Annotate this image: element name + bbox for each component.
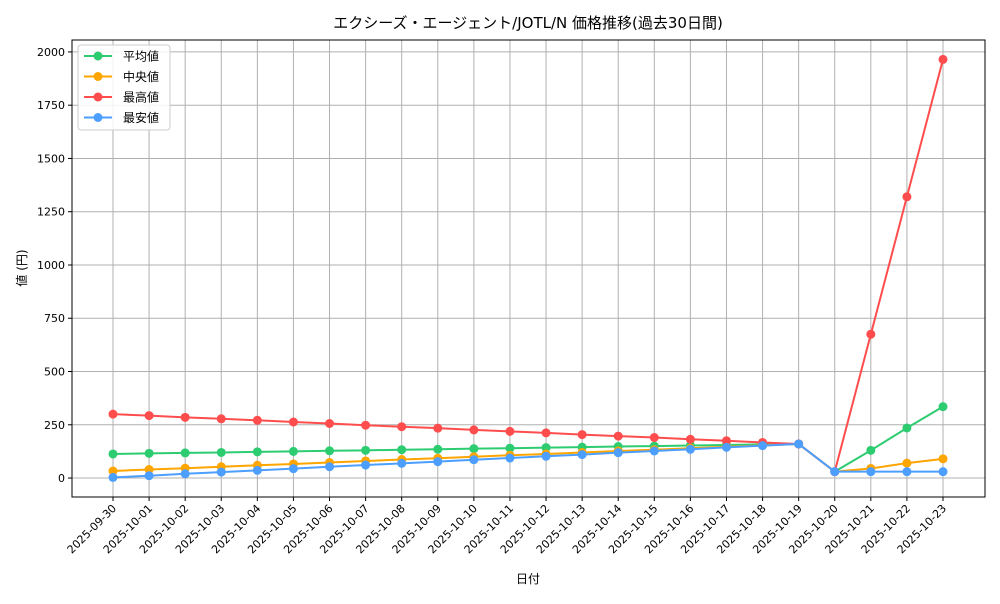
y-tick-label: 1500 xyxy=(37,152,65,165)
series-line xyxy=(112,442,943,479)
data-point xyxy=(361,445,371,455)
data-point xyxy=(180,469,190,479)
data-point xyxy=(613,448,623,458)
x-axis-label: 日付 xyxy=(516,572,540,586)
plot-frame xyxy=(71,39,986,498)
legend-box xyxy=(77,44,171,131)
data-point xyxy=(397,458,407,468)
data-point xyxy=(325,418,335,428)
y-axis-label: 値 (円) xyxy=(14,249,29,286)
data-point xyxy=(541,451,551,461)
data-point xyxy=(505,443,515,453)
series-line xyxy=(112,405,944,473)
data-point xyxy=(866,329,876,339)
data-point xyxy=(108,449,118,459)
legend-label: 最高値 xyxy=(123,90,159,105)
data-point xyxy=(216,447,226,457)
legend-label: 最安値 xyxy=(123,110,159,125)
data-point xyxy=(938,54,948,64)
y-tick-label: 750 xyxy=(44,312,65,325)
data-point xyxy=(361,460,371,470)
data-point xyxy=(902,458,912,468)
data-point xyxy=(938,402,948,412)
data-point xyxy=(649,446,659,456)
y-tick-label: 1750 xyxy=(37,99,65,112)
data-point xyxy=(108,409,118,419)
data-point xyxy=(613,431,623,441)
y-tick-label: 0 xyxy=(58,472,65,485)
data-point xyxy=(288,464,298,474)
data-point xyxy=(288,446,298,456)
data-point xyxy=(144,411,154,421)
data-point xyxy=(144,448,154,458)
legend-marker xyxy=(93,51,103,61)
series-line xyxy=(112,59,944,474)
data-point xyxy=(577,430,587,440)
data-point xyxy=(216,414,226,424)
data-point xyxy=(433,457,443,467)
data-point xyxy=(685,434,695,444)
data-point xyxy=(541,443,551,453)
data-point xyxy=(180,448,190,458)
data-point xyxy=(938,467,948,477)
legend-marker xyxy=(93,113,103,122)
data-point xyxy=(577,450,587,460)
legend-label: 中央値 xyxy=(123,69,159,84)
data-point xyxy=(397,422,407,432)
legend-label: 平均値 xyxy=(123,49,159,64)
data-point xyxy=(469,425,479,435)
y-tick-label: 500 xyxy=(44,366,65,379)
data-point xyxy=(288,417,298,427)
data-point xyxy=(108,472,118,482)
data-point xyxy=(649,433,659,443)
data-point xyxy=(433,444,443,454)
data-point xyxy=(721,436,731,446)
data-point xyxy=(541,428,551,438)
legend-marker xyxy=(93,92,103,102)
data-point xyxy=(505,426,515,436)
data-point xyxy=(144,465,154,475)
data-point xyxy=(830,467,840,477)
data-point xyxy=(902,192,912,202)
data-point xyxy=(902,467,912,477)
data-point xyxy=(721,442,731,452)
y-tick-label: 2000 xyxy=(37,46,65,59)
data-point xyxy=(505,453,515,463)
data-point xyxy=(325,446,335,456)
data-point xyxy=(469,455,479,465)
data-point xyxy=(252,447,262,457)
data-point xyxy=(469,444,479,454)
data-point xyxy=(758,441,768,451)
data-point xyxy=(397,445,407,455)
data-point xyxy=(866,445,876,455)
data-point xyxy=(902,423,912,433)
data-point xyxy=(252,415,262,425)
data-point xyxy=(252,465,262,475)
data-point xyxy=(325,462,335,472)
data-point xyxy=(361,420,371,430)
y-tick-label: 1000 xyxy=(37,259,65,272)
legend-marker xyxy=(93,72,103,81)
data-point xyxy=(108,466,118,476)
data-point xyxy=(866,467,876,477)
y-tick-label: 1250 xyxy=(37,206,65,219)
data-point xyxy=(685,444,695,454)
data-point xyxy=(794,439,804,449)
data-point xyxy=(938,454,948,464)
chart-title: エクシーズ・エージェント/JOTL/N 価格推移(過去30日間) xyxy=(333,14,723,32)
data-point xyxy=(180,412,190,422)
y-tick-label: 250 xyxy=(44,419,65,432)
data-point xyxy=(144,471,154,481)
data-point xyxy=(216,467,226,477)
data-point xyxy=(433,423,443,433)
